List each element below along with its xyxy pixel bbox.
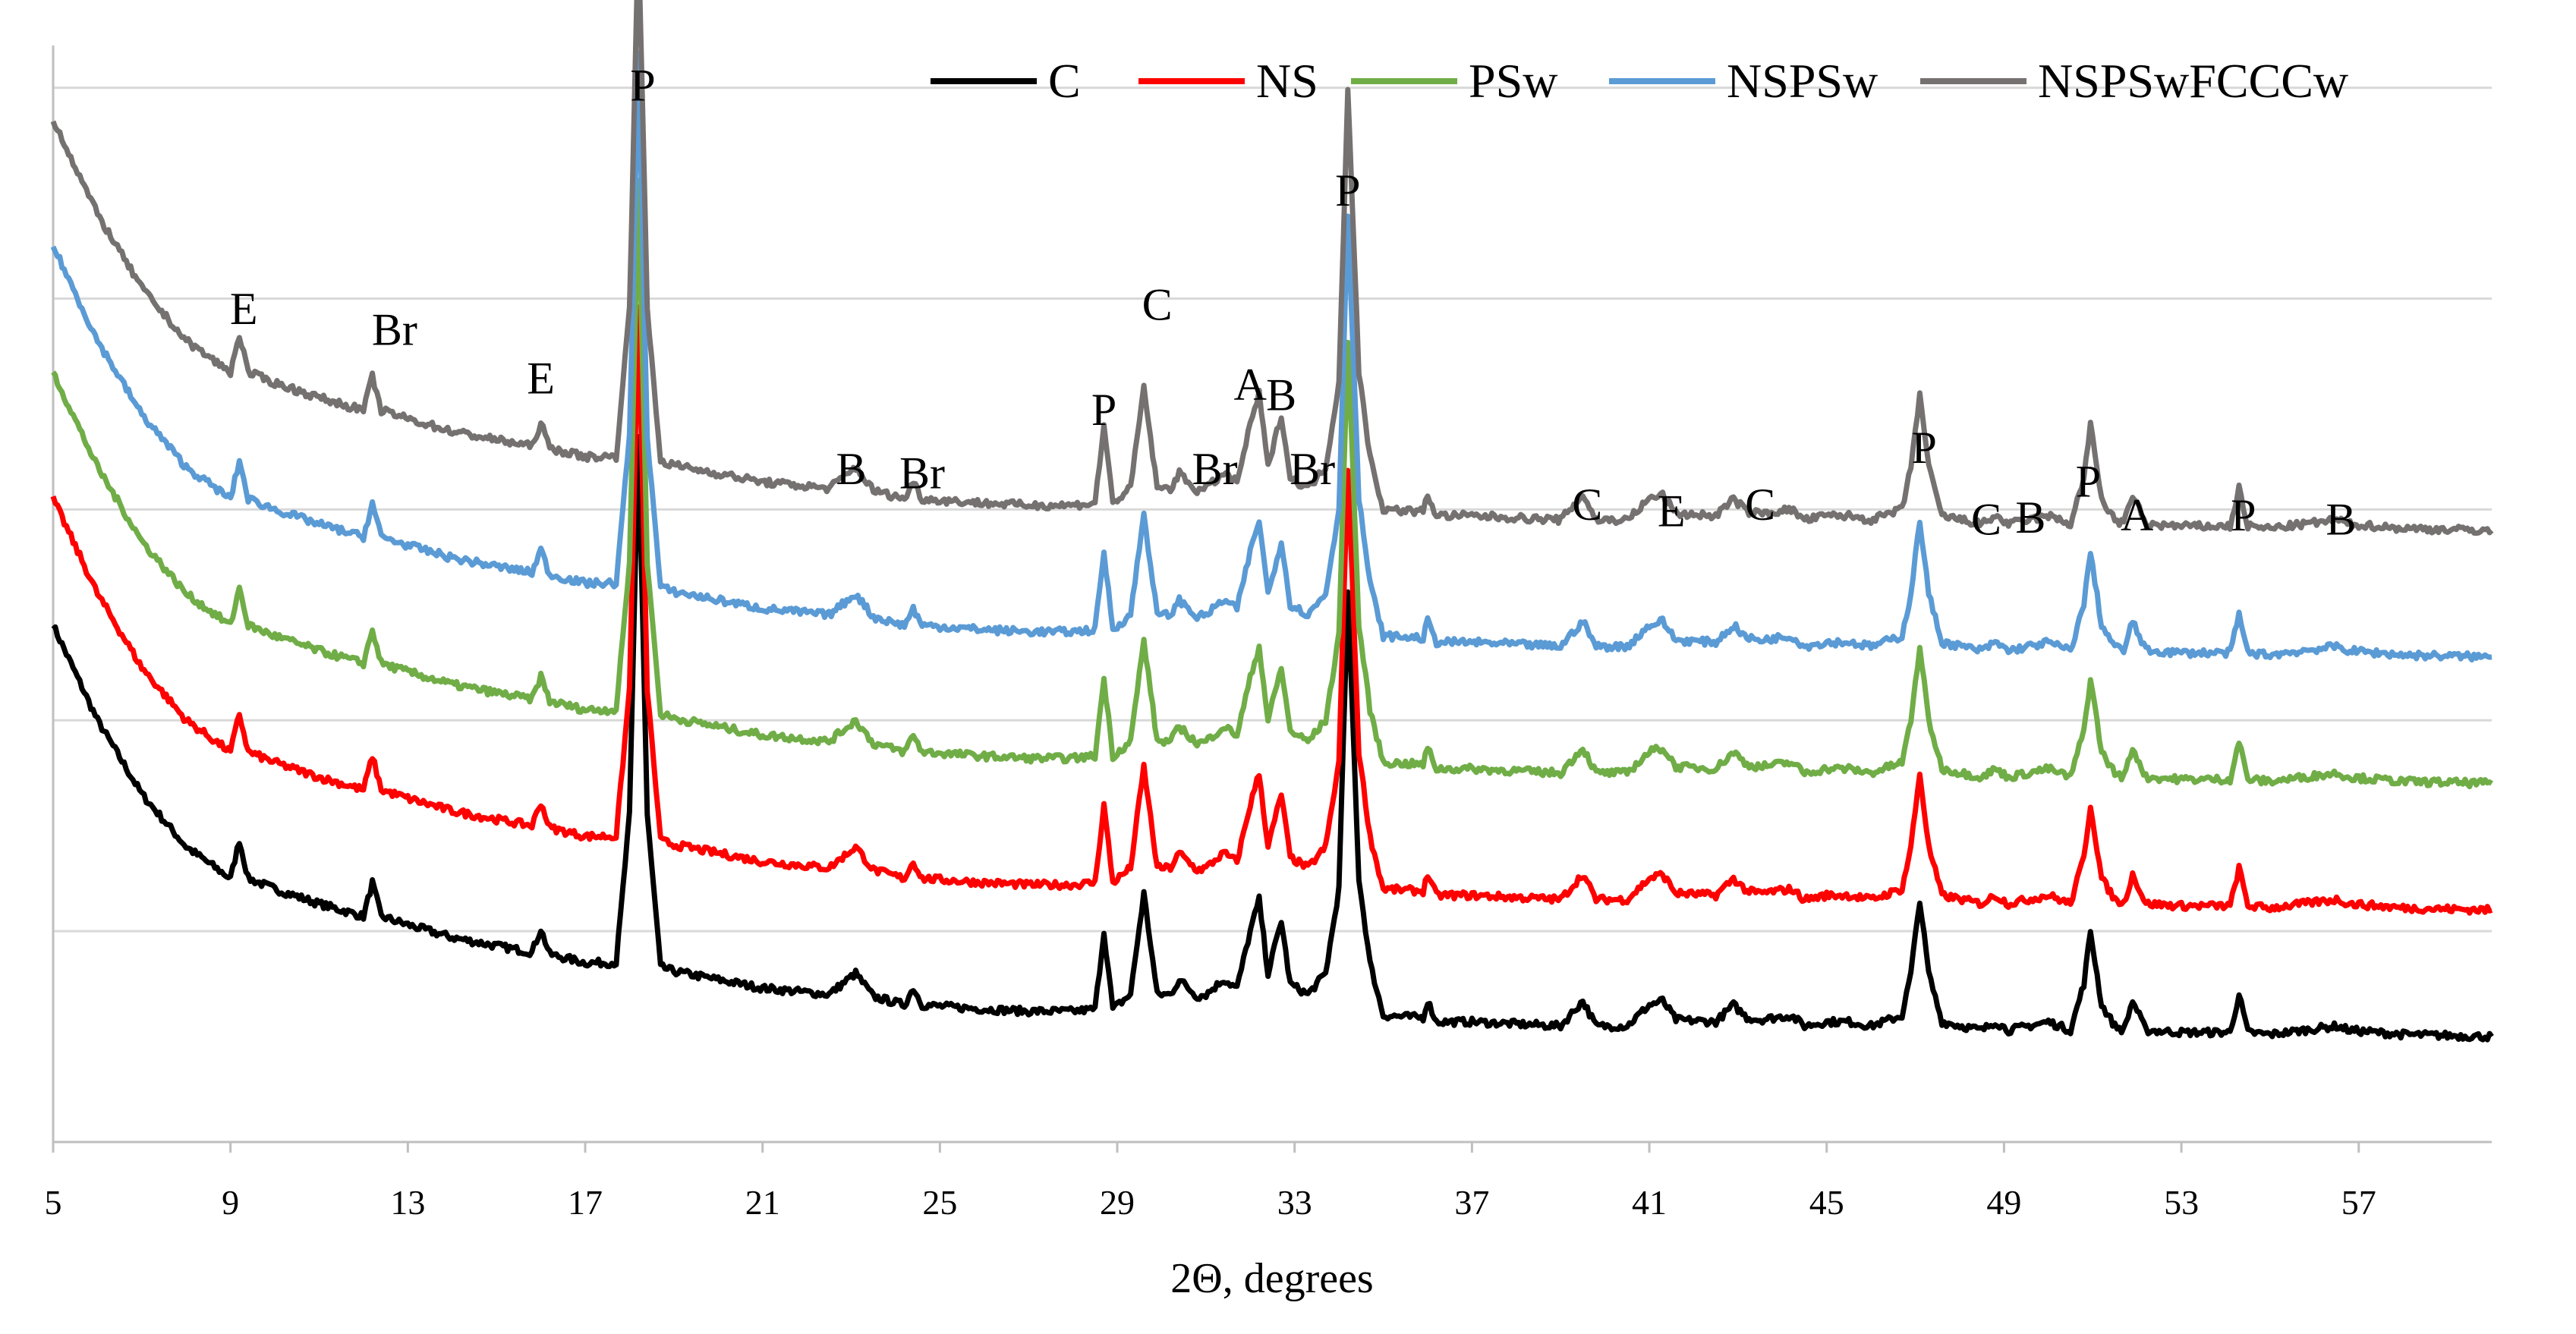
peak-label: P	[1912, 423, 1937, 473]
x-tick-label: 9	[222, 1183, 239, 1222]
x-tick-label: 45	[1809, 1183, 1844, 1222]
peak-label: P	[1335, 165, 1360, 216]
x-tick-label: 49	[1986, 1183, 2021, 1222]
peak-label: P	[630, 60, 655, 110]
x-tick-label: 25	[922, 1183, 957, 1222]
peak-label: B	[836, 444, 867, 494]
peak-label: Br	[1290, 444, 1335, 494]
x-tick-labels: 5 9 13 17 21 25 29 33 37 41 45 49 53 57	[45, 1142, 2376, 1222]
peak-label: P	[2231, 490, 2256, 540]
peak-label: C	[1142, 279, 1173, 329]
peak-label: A	[2121, 490, 2153, 540]
legend-label: NSPSwFCCCw	[2038, 54, 2348, 108]
peak-label: P	[1091, 385, 1116, 435]
x-tick-label: 21	[745, 1183, 780, 1222]
peak-label: Br	[899, 448, 945, 499]
peak-label: C	[1745, 480, 1775, 530]
peak-label: E	[527, 354, 555, 404]
peak-label: C	[1572, 480, 1602, 530]
series-line-NS	[50, 304, 2493, 916]
x-tick-label: 17	[568, 1183, 603, 1222]
x-tick-label: 53	[2164, 1183, 2199, 1222]
x-tick-label: 29	[1100, 1183, 1135, 1222]
peak-label: B	[1266, 370, 1296, 420]
peak-label: Br	[372, 305, 417, 355]
peak-label: E	[1658, 486, 1686, 536]
x-tick-label: 33	[1277, 1183, 1312, 1222]
peak-label: A	[1234, 360, 1267, 410]
series-line-C	[51, 434, 2494, 1043]
x-tick-label: 13	[390, 1183, 425, 1222]
peak-label: Br	[1192, 444, 1238, 494]
series-line-NSPSw	[50, 50, 2493, 663]
x-tick-label: 57	[2341, 1183, 2376, 1222]
axes	[52, 46, 2492, 1144]
series-line-PSw	[51, 178, 2493, 790]
series-line-NSPSwFCCCw	[50, 0, 2494, 536]
legend-label: C	[1048, 54, 1081, 108]
x-axis-label: 2Θ, degrees	[1170, 1255, 1373, 1302]
peak-label: E	[230, 284, 258, 334]
series-lines	[50, 0, 2494, 1043]
x-tick-label: 5	[45, 1183, 62, 1222]
legend-label: PSw	[1469, 54, 1557, 108]
peak-label: B	[2326, 495, 2356, 545]
peak-label: P	[2076, 457, 2101, 507]
x-tick-label: 37	[1454, 1183, 1489, 1222]
x-tick-label: 41	[1632, 1183, 1667, 1222]
gridlines	[53, 87, 2492, 933]
peak-label: B	[2015, 492, 2045, 543]
legend-label: NS	[1256, 54, 1318, 108]
peak-label: C	[1971, 495, 2001, 545]
legend-label: NSPSw	[1727, 54, 1878, 108]
legend: C NS PSw NSPSw NSPSwFCCCw	[931, 54, 2348, 108]
